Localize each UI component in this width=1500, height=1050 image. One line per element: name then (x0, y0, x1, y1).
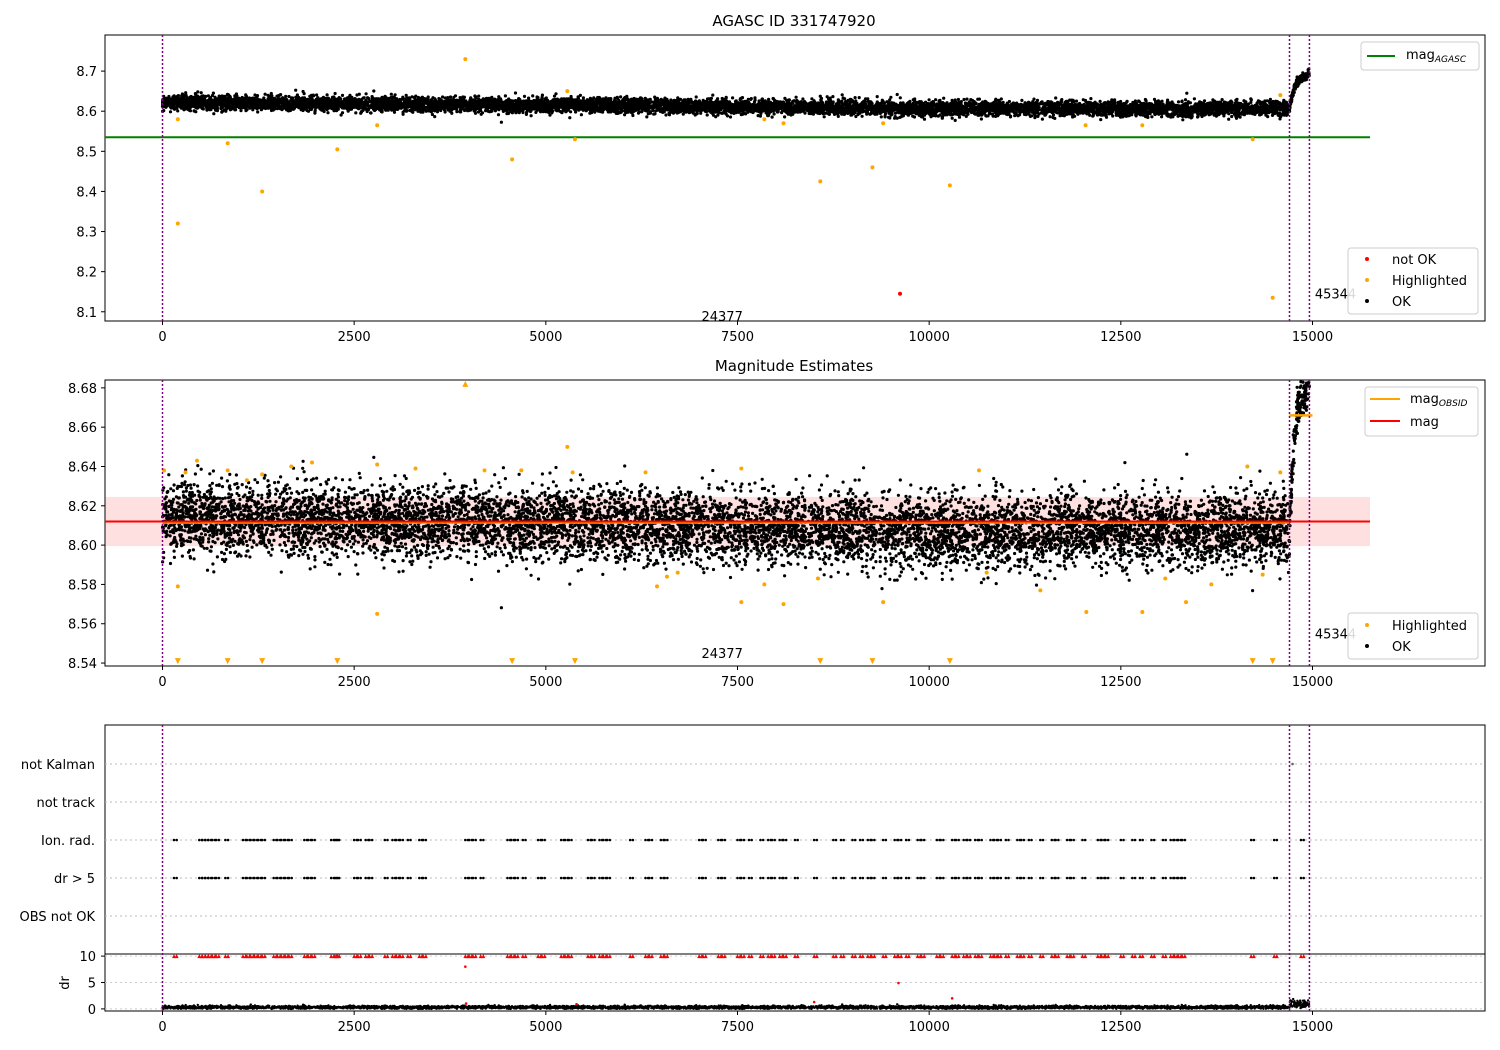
ok-point (854, 114, 858, 119)
p1-ok-points (160, 67, 1311, 124)
ok-point (1235, 97, 1239, 101)
ok-point (321, 95, 325, 99)
ok-point (1133, 99, 1137, 103)
ok-point (522, 94, 527, 98)
ok-point (818, 94, 822, 98)
ok-point (239, 109, 243, 113)
p1-xtick-label: 5000 (529, 330, 562, 345)
p1-ytick-label: 8.4 (76, 185, 97, 200)
ok-point (325, 93, 329, 97)
ok-point (965, 97, 969, 101)
ok-point (879, 115, 883, 119)
ok-point (531, 94, 535, 98)
ok-point (1249, 100, 1253, 104)
ok-point (496, 113, 501, 117)
p1-xtick-label: 12500 (1100, 330, 1141, 345)
ok-point (220, 110, 224, 114)
ok-point (387, 96, 391, 101)
ok-point (783, 115, 787, 119)
p1-ytick-label: 8.3 (76, 226, 97, 241)
panel-1-frame (104, 34, 1486, 322)
ok-point (770, 115, 774, 119)
ok-point (389, 92, 393, 96)
ok-point (1176, 100, 1181, 104)
ok-point (284, 94, 288, 98)
ok-point (477, 94, 481, 98)
ok-point (857, 96, 861, 100)
agasc-panel: AGASC ID 331747920 0 2500 5000 7500 10000 125… (76, 12, 1486, 345)
ok-point (819, 98, 823, 102)
ok-point (480, 111, 485, 115)
ok-point (694, 95, 698, 99)
ok-point (340, 111, 345, 115)
ok-point (664, 113, 668, 117)
ok-point (535, 95, 539, 99)
ok-point (711, 93, 715, 97)
ok-point (895, 92, 899, 97)
ok-point (1277, 101, 1282, 105)
ok-point (866, 97, 870, 101)
ok-point (1181, 118, 1185, 122)
ok-point (772, 112, 776, 116)
ok-point (1222, 114, 1226, 118)
p1-xtick-label: 2500 (338, 330, 371, 345)
p1-xtick-label: 10000 (908, 330, 949, 345)
ok-point (953, 118, 957, 122)
ok-point (822, 115, 826, 119)
ok-point (863, 100, 867, 104)
ok-point (840, 93, 844, 97)
panel-1-title: AGASC ID 331747920 (712, 12, 875, 30)
p1-xtick-label: 0 (158, 330, 166, 345)
ok-point (827, 112, 831, 116)
ok-point (1160, 115, 1164, 119)
ok-point (364, 92, 368, 96)
ok-point (728, 115, 733, 119)
ok-point (256, 110, 260, 114)
ok-point (1265, 99, 1269, 103)
ok-point (448, 95, 453, 99)
ok-point (1192, 97, 1196, 101)
ok-point (942, 96, 946, 100)
ok-point (355, 93, 359, 97)
ok-point (192, 109, 196, 113)
ok-point (1098, 99, 1102, 103)
ok-point (667, 113, 672, 117)
ok-point (212, 112, 216, 116)
ok-point (875, 95, 879, 99)
ok-point (1220, 98, 1224, 102)
ok-point (1099, 118, 1103, 122)
ok-point (581, 96, 586, 100)
p1-xtick-label: 7500 (721, 330, 754, 345)
ok-point (176, 109, 180, 113)
ok-point (1180, 99, 1184, 103)
p1-ytick-label: 8.2 (76, 266, 97, 281)
p1-ytick-label: 8.1 (76, 306, 97, 321)
ok-point (1041, 102, 1045, 106)
ok-point (1020, 98, 1024, 102)
ok-point (645, 115, 649, 119)
ok-point (339, 113, 343, 117)
ok-point (1270, 113, 1275, 117)
ok-point (369, 111, 373, 115)
ok-point (513, 91, 518, 95)
ok-point (269, 91, 273, 96)
ok-point (794, 95, 798, 99)
ok-point (831, 95, 835, 99)
ok-point (676, 96, 680, 100)
ok-point (1183, 98, 1188, 102)
ok-point (313, 108, 317, 112)
p1-ytick-label: 8.7 (76, 65, 97, 80)
ok-point (430, 112, 434, 117)
ok-point (441, 95, 445, 99)
ok-point (1089, 97, 1093, 101)
p1-ytick-label: 8.6 (76, 105, 97, 120)
ok-point (976, 97, 980, 101)
ok-point (294, 88, 298, 92)
ok-point (651, 108, 655, 113)
p1-xtick-label: 15000 (1292, 330, 1333, 345)
ok-point (455, 110, 459, 114)
p1-ytick-label: 8.5 (76, 145, 97, 160)
ok-point (956, 97, 961, 102)
